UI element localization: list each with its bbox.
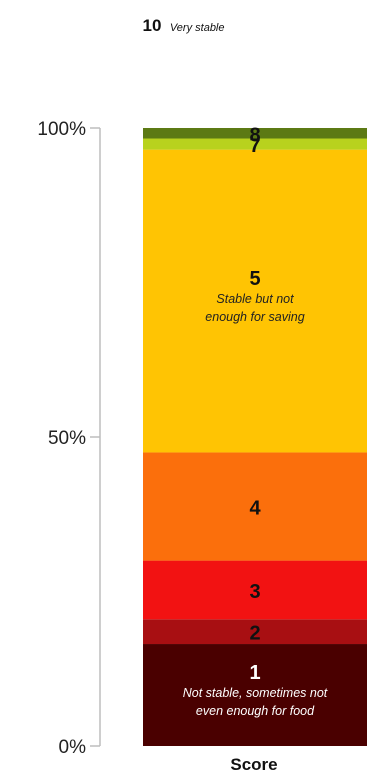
segment-label-2: 2 xyxy=(249,623,260,645)
bar-segment-2 xyxy=(143,619,367,645)
y-axis-ticks: 0% 50% 100% xyxy=(37,119,100,758)
segment-label-8: 8 xyxy=(249,124,260,146)
segment-description-1: Not stable, sometimes not xyxy=(183,686,328,700)
top-annotation-score: 10 xyxy=(142,16,162,35)
top-annotation-description: Very stable xyxy=(169,22,225,34)
y-tick-label: 50% xyxy=(48,428,86,449)
bar-segment-3 xyxy=(143,560,367,620)
bar-segment-1 xyxy=(143,644,367,746)
segment-description-5: Stable but not xyxy=(216,292,294,306)
bar-segments: 1 Not stable, sometimes not even enough fo… xyxy=(143,124,367,746)
y-tick-label: 100% xyxy=(37,119,86,140)
bar-segment-7 xyxy=(143,138,367,150)
bar-segment-8 xyxy=(143,128,367,139)
y-tick-label: 0% xyxy=(59,737,87,758)
top-annotation: 10 Very stable xyxy=(0,16,367,36)
segment-label-5: 5 xyxy=(249,268,260,290)
segment-label-3: 3 xyxy=(249,581,260,603)
bar-segment-5 xyxy=(143,149,367,453)
x-axis-label: Score xyxy=(230,755,277,774)
segment-label-4: 4 xyxy=(249,498,261,520)
segment-description-5: enough for saving xyxy=(205,310,304,324)
segment-description-1: even enough for food xyxy=(196,704,315,718)
bar-segment-4 xyxy=(143,452,367,561)
segment-label-1: 1 xyxy=(249,662,260,684)
segment-label-7: 7 xyxy=(249,135,260,157)
